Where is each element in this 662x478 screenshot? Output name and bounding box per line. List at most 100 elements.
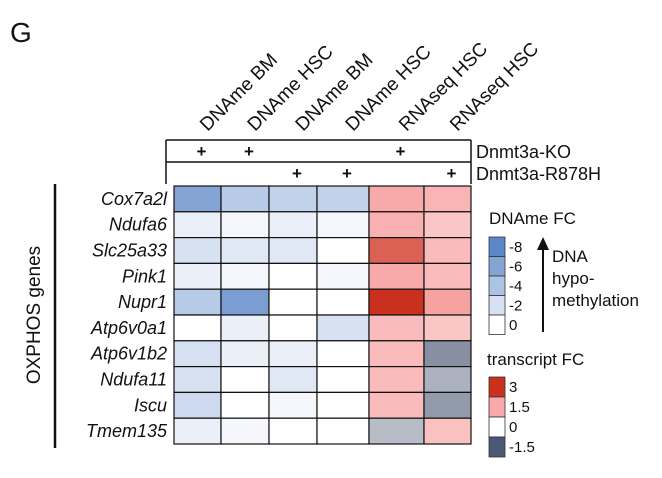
transcript-legend-swatch [488,436,506,458]
heatmap-cell [368,211,425,239]
heatmap-cell [423,185,472,213]
heatmap-cell [423,340,472,368]
heatmap-cell [423,314,472,342]
heatmap-cell [220,262,270,290]
heatmap-cell [316,366,370,394]
heatmap-cell [316,185,370,213]
transcript-legend-tick: -1.5 [509,439,535,456]
dname-legend: DNAme FC -8 -6 -4 -2 0 DNA hypo-methylation [488,209,639,335]
transcript-legend-title: transcript FC [487,350,584,369]
heatmap-cell [220,314,270,342]
heatmap-cell [268,211,318,239]
transcript-legend-tick: 1.5 [509,399,530,416]
transcript-legend-swatch [488,396,506,418]
heatmap-cell [316,262,370,290]
condition-mark: + [244,142,254,161]
row-label: Atp6v1b2 [90,344,167,364]
heatmap-cell [268,288,318,316]
heatmap-cell [316,288,370,316]
dname-legend-tick: -8 [509,239,522,256]
dname-legend-tick: -4 [509,278,522,295]
heatmap-cell [220,288,270,316]
heatmap-cell [220,340,270,368]
heatmap-cell [173,262,222,290]
heatmap-cell [268,366,318,394]
heatmap-cell [173,185,222,213]
heatmap-cell [173,237,222,265]
heatmap-cell [173,366,222,394]
heatmap-cell [173,314,222,342]
row-label: Ndufa11 [100,370,167,390]
heatmap-cell [220,185,270,213]
heatmap-cell [316,391,370,419]
dname-legend-swatch [488,275,506,296]
heatmap-cell [268,314,318,342]
row-label: Iscu [134,395,167,415]
heatmap-cell [368,314,425,342]
transcript-legend-swatch [488,416,506,438]
heatmap-cell [316,417,370,445]
dname-legend-tick: -2 [509,297,522,314]
heatmap-cell [268,340,318,368]
transcript-legend-swatch [488,376,506,398]
dname-legend-swatch [488,256,506,277]
row-label: Slc25a33 [92,241,167,261]
dname-legend-title: DNAme FC [489,209,576,228]
row-label: Tmem135 [86,421,168,441]
row-group-label-text: OXPHOS genes [24,246,45,384]
row-label: Pink1 [122,266,167,286]
heatmap-cell [173,211,222,239]
panel-label: G [10,17,32,48]
heatmap-cell [423,366,472,394]
heatmap-cell [423,288,472,316]
heatmap-cell [316,211,370,239]
condition-mark: + [292,164,302,183]
transcript-legend-tick: 0 [509,419,517,436]
heatmap-cell [268,391,318,419]
heatmap-cell [268,262,318,290]
dname-legend-tick: -6 [509,258,522,275]
heatmap-cell [173,391,222,419]
condition-mark: + [396,142,406,161]
transcript-legend: transcript FC 3 1.5 0 -1.5 [487,350,584,458]
heatmap-cell [316,314,370,342]
condition-mark: + [342,164,352,183]
row-labels: Cox7a2l Ndufa6 Slc25a33 Pink1 Nupr1 Atp6v0a1 A… [86,189,168,441]
heatmap-cell [220,391,270,419]
condition-mark: + [197,142,207,161]
heatmap-cell [268,237,318,265]
dname-legend-swatch [488,236,506,257]
heatmap-cell [423,262,472,290]
heatmap-cell [173,340,222,368]
row-label: Ndufa6 [109,215,168,235]
dname-legend-swatch [488,314,506,335]
condition-table: + + + Dnmt3a-KO + + + Dnmt3a-R878H [165,139,601,184]
hypomethylation-label: hypo- [552,269,595,288]
heatmap-cells [173,185,472,445]
heatmap-cell [220,237,270,265]
row-label: Cox7a2l [101,189,168,209]
heatmap-cell [220,417,270,445]
heatmap-cell [368,237,425,265]
heatmap-cell [368,340,425,368]
hypomethylation-arrowhead [537,237,549,250]
heatmap-cell [220,366,270,394]
heatmap-cell [268,185,318,213]
heatmap-cell [368,262,425,290]
row-label: Atp6v0a1 [90,318,167,338]
heatmap-cell [368,366,425,394]
heatmap-cell [423,237,472,265]
heatmap-cell [173,288,222,316]
heatmap-cell [316,237,370,265]
heatmap-cell [316,340,370,368]
heatmap-cell [423,211,472,239]
heatmap-cell [173,417,222,445]
hypomethylation-label: DNA [552,247,589,266]
heatmap-cell [368,391,425,419]
heatmap-cell [368,185,425,213]
heatmap-cell [220,211,270,239]
heatmap-cell [268,417,318,445]
condition-label: Dnmt3a-KO [476,142,571,162]
heatmap-cell [368,288,425,316]
